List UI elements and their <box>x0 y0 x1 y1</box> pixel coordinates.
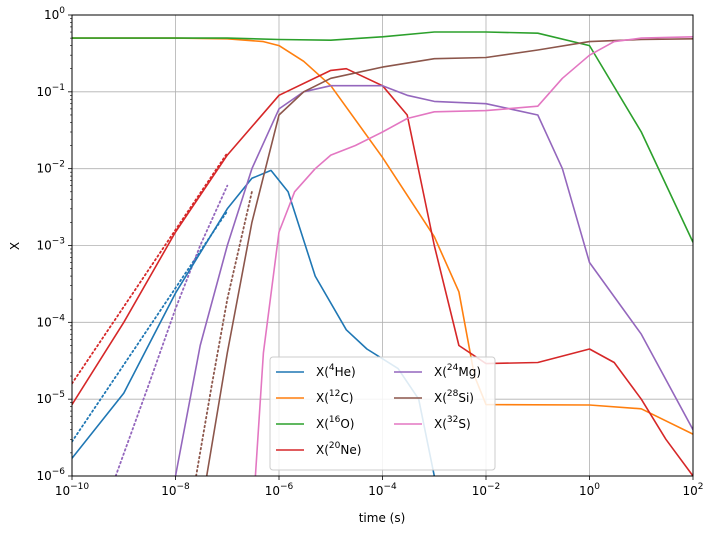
x-tick-label: 10−2 <box>472 482 501 498</box>
y-axis-label: X <box>8 242 22 250</box>
series-line <box>72 31 693 243</box>
ticks: 10−10 10−8 10−6 10−4 10−2 100 102 10−6 10−5 10−4 1… <box>36 6 703 498</box>
x-tick-label: 102 <box>682 482 703 498</box>
y-tick-label: 10−5 <box>36 390 65 406</box>
y-tick-label: 10−6 <box>36 467 65 483</box>
x-axis-label: time (s) <box>359 511 406 525</box>
legend-label: X(24Mg) <box>434 363 481 379</box>
y-tick-label: 10−4 <box>36 313 65 329</box>
y-tick-label: 10−3 <box>36 237 65 253</box>
legend-label: X(32S) <box>434 415 471 431</box>
legend-box <box>269 356 496 471</box>
dotted-series-line <box>195 190 253 476</box>
y-tick-label: 10−1 <box>36 83 65 99</box>
y-tick-label: 10−2 <box>36 160 65 176</box>
legend-label: X(12C) <box>316 389 353 405</box>
series-line <box>174 84 693 476</box>
series-line <box>254 36 693 476</box>
x-tick-label: 10−8 <box>161 482 190 498</box>
dotted-series-line <box>72 152 229 385</box>
x-tick-label: 10−6 <box>265 482 294 498</box>
series-line <box>72 67 693 476</box>
legend-label: X(20Ne) <box>316 441 361 457</box>
dotted-series-line <box>114 184 229 476</box>
x-tick-label: 10−4 <box>368 482 397 498</box>
y-tick-label: 100 <box>44 6 65 22</box>
series-line <box>72 37 693 435</box>
legend-label: X(28Si) <box>434 389 474 405</box>
legend: X(4He) X(12C) X(16O) X(20Ne) X(24Mg) X(28Si) X… <box>269 356 496 471</box>
legend-label: X(16O) <box>316 415 355 431</box>
x-tick-label: 10−10 <box>55 482 90 498</box>
legend-label: X(4He) <box>316 363 356 379</box>
x-tick-label: 100 <box>579 482 600 498</box>
series-line <box>205 38 693 476</box>
